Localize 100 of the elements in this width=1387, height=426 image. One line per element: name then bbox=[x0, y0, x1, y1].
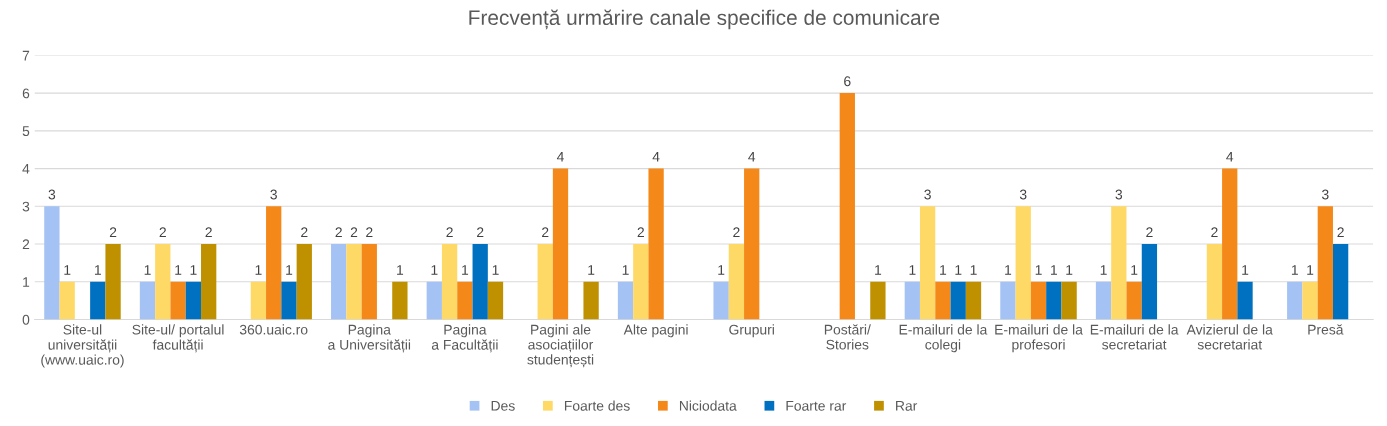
data-label: 3 bbox=[48, 189, 56, 200]
data-label: 1 bbox=[1066, 265, 1073, 275]
data-label: 3 bbox=[1322, 189, 1329, 200]
x-tick-label: Site-ul/ portalul facultății bbox=[132, 324, 224, 353]
bar bbox=[583, 281, 599, 320]
bar bbox=[426, 281, 442, 320]
bar bbox=[713, 281, 729, 320]
legend-label: Niciodata bbox=[679, 400, 737, 411]
data-label: 6 bbox=[844, 76, 851, 87]
x-tick-label: Site-ul universității (www.uaic.ro) bbox=[41, 324, 124, 368]
data-label: 1 bbox=[970, 265, 977, 275]
bar bbox=[1206, 244, 1223, 320]
x-tick-label: 360.uaic.ro bbox=[239, 324, 308, 335]
bar bbox=[59, 281, 75, 320]
x-tick-label: Alte pagini bbox=[623, 324, 688, 338]
data-label: 2 bbox=[477, 227, 484, 237]
bar bbox=[1317, 206, 1333, 320]
bar bbox=[1061, 281, 1077, 320]
data-label: 2 bbox=[335, 227, 342, 237]
y-tick-label: 2 bbox=[22, 239, 30, 250]
bar bbox=[392, 281, 408, 320]
data-label: 2 bbox=[1211, 227, 1218, 237]
data-label: 1 bbox=[940, 265, 947, 275]
bar bbox=[361, 244, 377, 320]
bar bbox=[139, 281, 156, 320]
data-label: 1 bbox=[909, 265, 916, 275]
bar bbox=[281, 281, 297, 320]
data-label: 1 bbox=[718, 265, 725, 275]
data-label: 1 bbox=[1307, 265, 1314, 275]
bar bbox=[1000, 281, 1016, 320]
bar bbox=[1015, 206, 1031, 320]
chart-title: Frecvență urmărire canale specifice de comunicare bbox=[469, 9, 940, 30]
y-tick-label: 7 bbox=[22, 50, 30, 61]
bar bbox=[633, 244, 649, 320]
data-label: 1 bbox=[431, 265, 438, 275]
data-label: 1 bbox=[955, 265, 962, 275]
bar bbox=[1111, 206, 1127, 320]
y-tick-label: 6 bbox=[22, 88, 30, 99]
x-tick-label: Pagini ale asociațiilor studențești bbox=[527, 324, 594, 368]
data-label: 2 bbox=[350, 227, 358, 237]
bar bbox=[839, 93, 855, 320]
data-label: 2 bbox=[301, 227, 308, 237]
data-label: 2 bbox=[109, 227, 117, 237]
bar bbox=[105, 244, 121, 320]
bar bbox=[170, 281, 186, 320]
legend-label: Foarte des bbox=[564, 400, 630, 411]
x-tick-label: Grupuri bbox=[729, 324, 774, 338]
bar bbox=[648, 168, 664, 320]
data-label: 3 bbox=[924, 189, 931, 200]
bar bbox=[90, 281, 106, 320]
bar bbox=[950, 281, 966, 320]
data-label: 2 bbox=[205, 227, 212, 237]
data-label: 1 bbox=[492, 265, 499, 275]
bar bbox=[1095, 281, 1112, 320]
data-label: 1 bbox=[875, 265, 882, 275]
data-label: 1 bbox=[144, 265, 151, 275]
x-tick-label: Presă bbox=[1308, 324, 1344, 335]
bar bbox=[1141, 244, 1158, 320]
data-label: 2 bbox=[446, 227, 453, 237]
bar bbox=[1237, 281, 1253, 320]
bar bbox=[552, 168, 569, 320]
x-tick-label: E-mailuri de la secretariat bbox=[1090, 324, 1179, 350]
data-label: 1 bbox=[1131, 265, 1138, 275]
data-label: 1 bbox=[462, 265, 469, 275]
bar bbox=[266, 206, 282, 320]
data-label: 4 bbox=[652, 151, 660, 162]
data-label: 1 bbox=[588, 265, 595, 275]
bar bbox=[250, 281, 267, 320]
y-tick-label: 1 bbox=[23, 277, 30, 287]
bar bbox=[296, 244, 312, 320]
data-label: 1 bbox=[1035, 265, 1042, 275]
legend-label: Des bbox=[491, 401, 515, 411]
data-label: 1 bbox=[1291, 265, 1298, 275]
data-label: 3 bbox=[1115, 189, 1123, 200]
x-tick-label: Avizierul de la secretariat bbox=[1186, 324, 1273, 350]
y-tick-label: 4 bbox=[22, 164, 30, 174]
data-label: 2 bbox=[733, 227, 740, 237]
data-label: 4 bbox=[1226, 151, 1234, 162]
x-tick-label: E-mailuri de la colegi bbox=[899, 324, 988, 353]
bar bbox=[904, 281, 920, 320]
data-label: 1 bbox=[190, 265, 197, 275]
bar bbox=[537, 244, 553, 320]
data-label: 4 bbox=[556, 151, 564, 162]
bar bbox=[1302, 281, 1318, 320]
data-label: 2 bbox=[366, 227, 373, 237]
data-label: 3 bbox=[1019, 189, 1027, 200]
bar bbox=[617, 281, 634, 320]
bar bbox=[487, 281, 504, 320]
bar bbox=[728, 244, 745, 320]
y-tick-label: 5 bbox=[22, 126, 30, 137]
bar bbox=[1126, 281, 1142, 320]
bar bbox=[870, 281, 886, 320]
x-tick-label: Postări/ Stories bbox=[824, 324, 871, 350]
bar bbox=[1287, 281, 1303, 320]
y-tick-label: 0 bbox=[22, 314, 30, 325]
bar bbox=[472, 244, 488, 320]
data-label: 1 bbox=[286, 265, 293, 275]
legend-label: Foarte rar bbox=[786, 401, 847, 411]
data-label: 1 bbox=[94, 265, 101, 275]
data-label: 1 bbox=[1100, 265, 1107, 275]
